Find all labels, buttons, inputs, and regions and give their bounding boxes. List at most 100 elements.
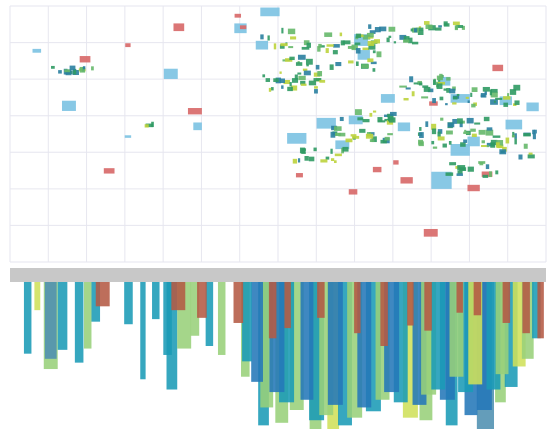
scatter-point-cluster — [374, 39, 381, 44]
scatter-point-cluster — [490, 91, 498, 98]
scatter-point-cluster — [273, 78, 279, 83]
scatter-point-cluster — [340, 40, 345, 46]
scatter-point-cluster — [287, 86, 293, 92]
scatter-point-cluster — [445, 172, 454, 176]
scatter-point-cluster — [488, 171, 492, 178]
scatter-point-cluster — [447, 122, 455, 128]
scatter-point-cluster — [279, 71, 282, 74]
scatter-point-cluster — [372, 110, 377, 113]
scatter-point-cluster — [51, 65, 55, 69]
scatter-point-cluster — [58, 70, 62, 74]
scatter-point-cluster — [507, 93, 510, 97]
scatter-point-cluster — [290, 36, 297, 40]
scatter-point-cluster — [437, 136, 445, 141]
bar — [268, 282, 277, 339]
scatter-point-cluster — [471, 133, 477, 138]
scatter-point-cluster — [64, 69, 70, 73]
scatter-point-blue — [397, 122, 411, 132]
scatter-point-cluster — [91, 66, 94, 71]
scatter-point-cluster — [466, 117, 474, 124]
scatter-point-cluster — [467, 100, 470, 104]
scatter-point-cluster — [350, 134, 357, 137]
scatter-point-cluster — [532, 133, 536, 140]
scatter-point-cluster — [369, 112, 373, 117]
bar — [502, 282, 511, 323]
scatter-point-blue — [287, 132, 307, 144]
scatter-point-cluster — [418, 139, 424, 145]
scatter-point-cluster — [390, 111, 397, 116]
scatter-point-cluster — [355, 61, 359, 66]
scatter-point-cluster — [437, 81, 446, 85]
scatter-point-cluster — [281, 85, 284, 89]
scatter-point-cluster — [492, 135, 501, 138]
scatter-point-cluster — [481, 140, 485, 144]
scatter-point-cluster — [410, 28, 413, 32]
scatter-point-cluster — [330, 131, 336, 138]
bar — [140, 282, 146, 380]
scatter-point-cluster — [435, 27, 442, 31]
scatter-point-cluster — [461, 25, 465, 30]
scatter-point-cluster — [456, 93, 460, 97]
bar — [23, 282, 32, 354]
scatter-point-cluster — [485, 164, 490, 170]
scatter-point-cluster — [449, 162, 457, 166]
scatter-point-cluster — [281, 27, 284, 34]
bar — [205, 282, 214, 346]
scatter-point-cluster — [483, 116, 490, 122]
bar — [424, 282, 432, 331]
scatter-point-cluster — [452, 21, 460, 26]
scatter-point-cluster — [409, 76, 414, 83]
scatter-point-cluster — [465, 96, 469, 99]
scatter-point-cluster — [427, 88, 434, 93]
scatter-point-cluster — [368, 24, 372, 29]
scatter-point-cluster — [325, 156, 330, 160]
scatter-point-cluster — [335, 62, 342, 67]
scatter-point-cluster — [342, 40, 351, 45]
scatter-point-cluster — [490, 88, 498, 93]
scatter-point-cluster — [315, 64, 320, 70]
scatter-point-cluster — [493, 100, 496, 103]
scatter-point-cluster — [470, 128, 476, 132]
scatter-point-cluster — [482, 86, 490, 92]
scatter-point-cluster — [439, 73, 443, 80]
scatter-point-cluster — [260, 34, 264, 40]
bar-panel — [23, 282, 544, 429]
scatter-point-cluster — [301, 46, 310, 50]
scatter-point-blue — [450, 143, 470, 156]
scatter-point-cluster — [308, 156, 315, 162]
scatter-point-cluster — [359, 128, 366, 133]
scatter-point-cluster — [438, 25, 442, 28]
scatter-point-cluster — [457, 165, 466, 171]
scatter-point-cluster — [431, 140, 435, 145]
scatter-point-cluster — [377, 117, 383, 122]
bar — [163, 282, 172, 355]
scatter-point-cluster — [380, 139, 387, 144]
scatter-point-cluster — [446, 130, 453, 135]
scatter-point-cluster — [324, 32, 333, 37]
scatter-point-cluster — [345, 138, 353, 143]
bar — [171, 282, 186, 311]
scatter-point-cluster — [495, 142, 500, 148]
scatter-point-cluster — [334, 132, 341, 137]
scatter-point-cluster — [330, 158, 335, 162]
scatter-point-cluster — [486, 127, 493, 131]
scatter-point-cluster — [470, 92, 473, 97]
bar — [95, 282, 110, 307]
scatter-point-cluster — [354, 42, 361, 45]
scatter-point-red — [79, 56, 91, 63]
scatter-point-cluster — [297, 158, 301, 163]
scatter-point-cluster — [442, 143, 447, 148]
scatter-point-cluster — [532, 129, 535, 135]
scatter-point-blue — [450, 94, 470, 103]
scatter-point-blue — [61, 100, 76, 111]
scatter-point-red — [187, 108, 202, 115]
bar — [473, 282, 482, 316]
scatter-point-cluster — [403, 39, 410, 43]
scatter-point-cluster — [471, 103, 476, 108]
scatter-point-cluster — [368, 44, 376, 50]
scatter-point-cluster — [357, 117, 364, 121]
scatter-point-cluster — [372, 68, 376, 72]
bar — [242, 282, 252, 362]
scatter-point-cluster — [419, 132, 424, 138]
scatter-point-cluster — [459, 121, 463, 128]
